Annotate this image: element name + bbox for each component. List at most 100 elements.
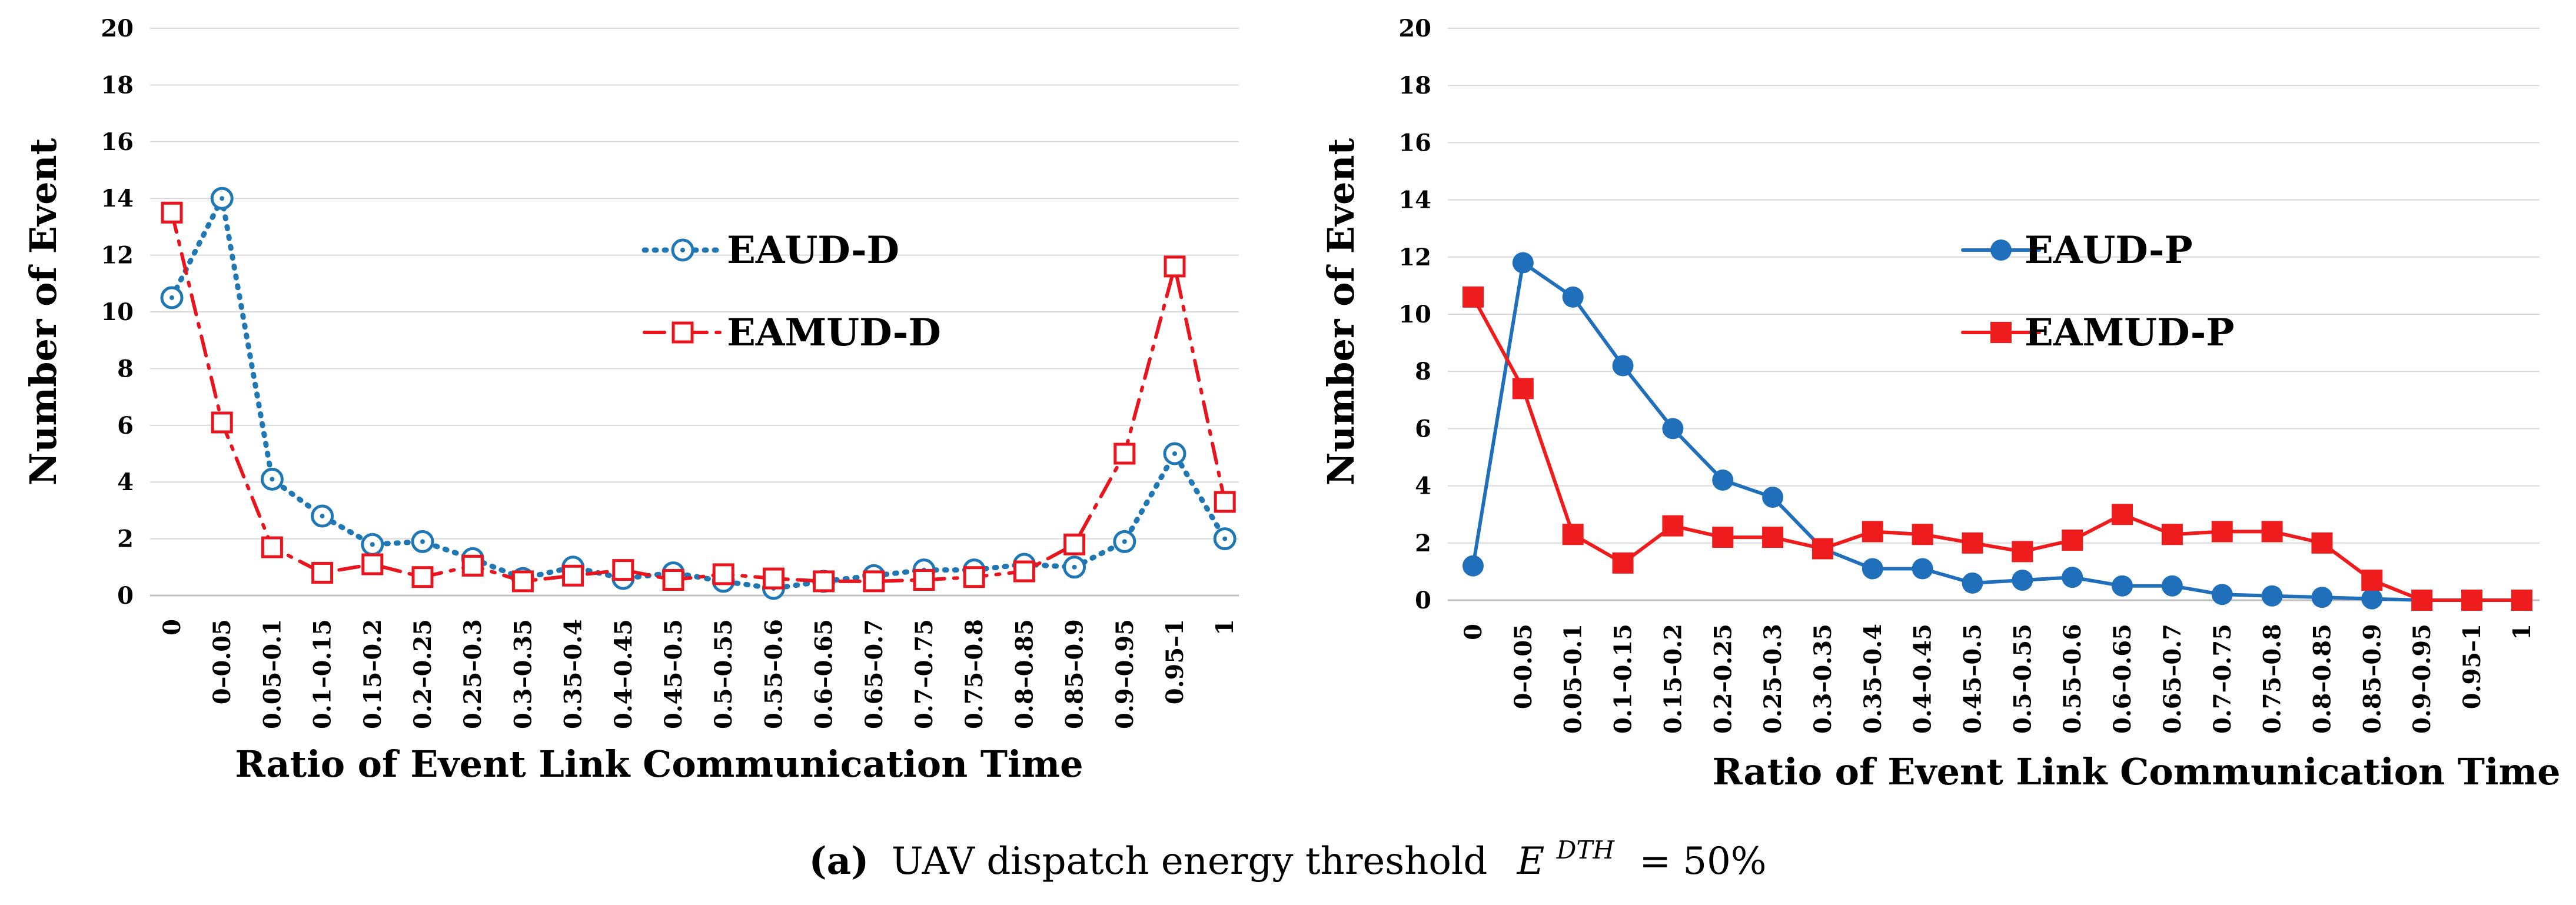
x-tick-label: 0.05–0.1 (258, 619, 286, 729)
data-point-eaud-p (1662, 418, 1684, 440)
data-point-eamud-p (1962, 532, 1983, 554)
x-tick-label: 0.75–0.8 (960, 619, 988, 729)
data-point-eaud-p (1512, 252, 1534, 274)
x-tick-label: 0.15–0.2 (1659, 624, 1687, 734)
data-point-eaud-p (2112, 575, 2133, 597)
legend-label-eamud-d: EAMUD-D (727, 311, 941, 355)
x-tick-label: 0.25–0.3 (459, 619, 487, 729)
y-tick-label: 10 (101, 298, 134, 326)
x-tick-label: 0–0.05 (1510, 624, 1537, 709)
y-tick-label: 8 (1415, 358, 1431, 385)
data-point-eaud-p (1762, 487, 1784, 508)
data-point-eamud-p (2211, 521, 2233, 543)
x-tick-label: 0.8–0.85 (1011, 619, 1038, 729)
caption: (a) UAV dispatch energy threshold E DTH … (809, 824, 1766, 883)
x-tick-label: 0.05–0.1 (1560, 624, 1587, 734)
data-point-eaud-p (1712, 469, 1734, 491)
x-tick-label: 0 (1460, 624, 1487, 640)
data-point-eaud-p (1912, 558, 1933, 580)
legend-label-eaud-p: EAUD-P (2025, 228, 2193, 272)
data-point-eaud-p (1962, 572, 1983, 594)
legend-marker-eaud-d-dot (680, 248, 685, 252)
x-tick-label: 0.4–0.45 (610, 619, 637, 729)
data-point-eamud-d (161, 201, 183, 224)
series-line-eamud-p (1471, 295, 2524, 602)
data-point-eamud-p (2361, 569, 2383, 591)
data-point-eamud-p (2411, 590, 2433, 611)
y-tick-label: 0 (117, 582, 134, 610)
x-tick-label: 0.45–0.5 (660, 619, 687, 729)
y-tick-label: 2 (117, 525, 134, 553)
data-point-eaud-d-dot (370, 542, 375, 547)
data-point-eaud-d-dot (1072, 564, 1077, 570)
data-point-eamud-p (2062, 529, 2083, 551)
legend-label-eaud-d: EAUD-D (727, 228, 899, 272)
caption-value: = 50% (1639, 840, 1766, 883)
data-point-eaud-d-dot (270, 477, 275, 482)
y-tick-label: 20 (1398, 15, 1431, 42)
x-tick-label: 0.15–0.2 (359, 619, 387, 729)
caption-label: (a) (809, 839, 869, 883)
data-point-eamud-d (762, 567, 785, 590)
data-point-eamud-p (1612, 552, 1634, 574)
y-tick-label: 20 (101, 15, 134, 42)
data-point-eaud-d-dot (320, 514, 325, 519)
x-tick-label: 0.85–0.9 (2358, 624, 2386, 734)
y-tick-label: 16 (1398, 129, 1431, 157)
x-tick-label: 0.75–0.8 (2259, 624, 2286, 734)
series-line-eaud-d (169, 195, 1228, 591)
data-point-eaud-p (1562, 286, 1584, 308)
chart-left: 0 2 4 6 8 10 12 14 16 18 20 0 0–0.05 0.05–0.1 0.1–0.15… (22, 15, 1239, 786)
x-tick-label: 0.5–0.55 (2009, 624, 2036, 734)
y-axis-label: Number of Event (22, 138, 65, 485)
data-point-eamud-p (2261, 521, 2283, 543)
data-point-eamud-d (211, 411, 233, 434)
data-point-eaud-d-dot (1172, 451, 1177, 456)
data-point-eaud-p (2062, 567, 2083, 588)
caption-symbol: E (1517, 840, 1545, 883)
y-axis-label: Number of Event (1319, 138, 1362, 485)
caption-text: UAV dispatch energy threshold (892, 840, 1488, 883)
data-point-eamud-p (2112, 504, 2133, 525)
legend-marker-eamud-d (672, 321, 694, 344)
legend-marker-eaud-p (1990, 239, 2012, 261)
data-point-eamud-d (1214, 491, 1236, 513)
data-point-eamud-p (1462, 286, 1484, 308)
data-point-eamud-d (562, 564, 584, 587)
x-tick-label: 0.7–0.75 (2209, 624, 2236, 734)
x-tick-label: 0.95–1 (1161, 619, 1189, 704)
y-tick-label: 16 (101, 128, 134, 156)
data-point-eaud-p (2261, 585, 2283, 607)
y-tick-label: 14 (1398, 187, 1431, 214)
data-point-eamud-d (712, 563, 734, 585)
data-point-eamud-p (1662, 515, 1684, 537)
x-tick-label: 0.9–0.95 (2408, 624, 2436, 734)
data-point-eamud-d (913, 568, 935, 591)
data-point-eaud-d-dot (1122, 539, 1127, 544)
caption-superscript: DTH (1556, 836, 1616, 864)
data-point-eamud-d (963, 566, 985, 588)
data-point-eaud-d-dot (220, 196, 225, 201)
legend-marker-eamud-p (1990, 322, 2012, 343)
data-point-eamud-d (411, 566, 434, 588)
data-point-eamud-d (311, 561, 334, 584)
x-tick-label: 0–0.05 (208, 619, 236, 704)
x-tick-label: 0.45–0.5 (1959, 624, 1987, 734)
x-tick-label: 0.55–0.6 (2059, 624, 2086, 734)
x-tick-label: 1 (2508, 624, 2536, 640)
x-tick-label: 0.7–0.75 (910, 619, 938, 729)
y-tick-label: 6 (1415, 415, 1431, 442)
data-point-eamud-d (1164, 255, 1186, 278)
data-point-eamud-d (511, 570, 534, 593)
x-axis-label: Ratio of Event Link Communication Time (1712, 750, 2560, 793)
x-tick-label: 0.85–0.9 (1061, 619, 1089, 729)
data-point-eamud-p (2461, 590, 2482, 611)
data-point-eaud-p (2361, 588, 2383, 610)
y-tick-label: 14 (101, 185, 134, 212)
x-tick-label: 0.9–0.95 (1111, 619, 1139, 729)
data-point-eamud-p (1762, 527, 1784, 548)
data-point-eamud-d (1114, 442, 1136, 465)
x-tick-label: 0.4–0.45 (1909, 624, 1937, 734)
data-point-eaud-p (1862, 558, 1883, 580)
data-point-eamud-d (863, 570, 885, 593)
